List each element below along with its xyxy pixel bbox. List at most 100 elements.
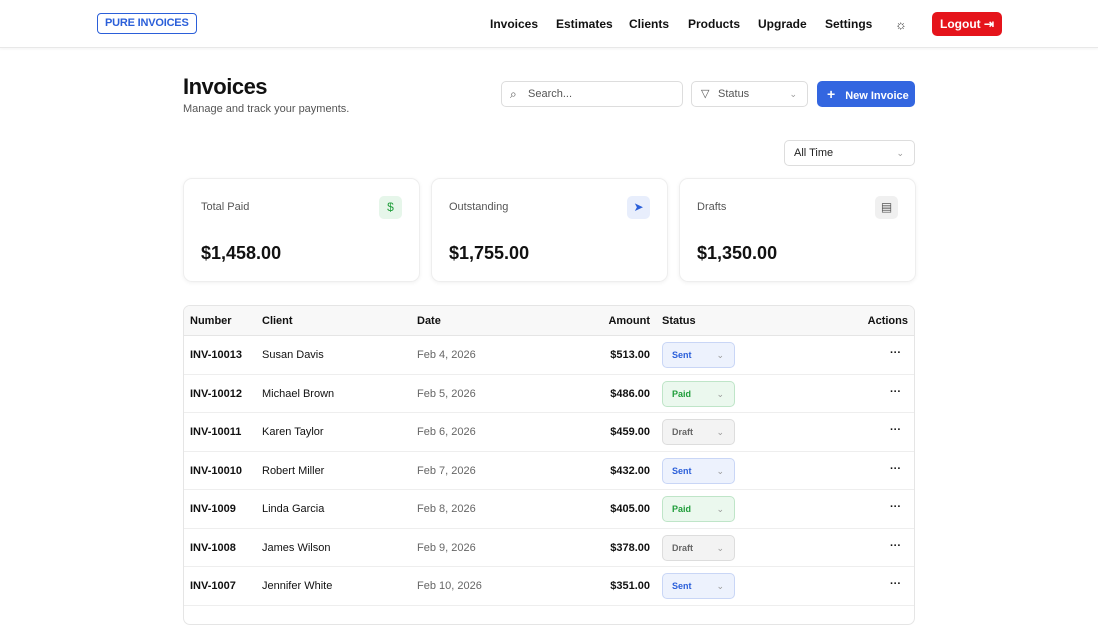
new-invoice-label: New Invoice bbox=[845, 90, 909, 102]
page-subtitle: Manage and track your payments. bbox=[183, 103, 350, 115]
logout-icon: ⇥ bbox=[983, 17, 994, 31]
table-row[interactable]: INV-10010 Robert Miller Feb 7, 2026 $432… bbox=[184, 452, 914, 490]
dollar-icon: $ bbox=[379, 196, 402, 219]
logo[interactable]: PURE INVOICES bbox=[97, 13, 197, 34]
status-select[interactable]: Paid ⌄ bbox=[662, 496, 735, 522]
status-select[interactable]: Paid ⌄ bbox=[662, 380, 735, 407]
status-label: Draft bbox=[672, 427, 694, 437]
more-actions-icon[interactable]: ··· bbox=[890, 385, 901, 398]
invoice-date: Feb 5, 2026 bbox=[417, 387, 476, 400]
period-select[interactable]: All Time ⌄ bbox=[784, 140, 915, 166]
status-select[interactable]: Sent ⌄ bbox=[662, 342, 735, 368]
client-name: Jennifer White bbox=[262, 580, 333, 592]
search-placeholder: Search... bbox=[528, 88, 573, 100]
client-name: Karen Taylor bbox=[262, 426, 324, 438]
invoices-table: Number Client Date Amount Status Actions… bbox=[183, 305, 915, 625]
invoice-number[interactable]: INV-10010 bbox=[190, 464, 242, 477]
invoice-date: Feb 9, 2026 bbox=[417, 541, 476, 554]
invoice-amount: $351.00 bbox=[610, 580, 650, 592]
invoice-number[interactable]: INV-10011 bbox=[190, 426, 242, 438]
more-actions-icon[interactable]: ··· bbox=[890, 501, 901, 513]
stat-value: $1,458.00 bbox=[201, 243, 282, 263]
col-actions: Actions bbox=[867, 315, 908, 327]
search-input[interactable]: ⌕ Search... bbox=[501, 81, 683, 107]
top-nav: PURE INVOICES Invoices Estimates Clients… bbox=[0, 0, 1098, 48]
invoice-amount: $513.00 bbox=[610, 349, 650, 361]
nav-invoices[interactable]: Invoices bbox=[490, 17, 539, 31]
sun-icon[interactable]: ☼ bbox=[895, 17, 907, 32]
page-title: Invoices bbox=[183, 74, 268, 99]
status-label: Paid bbox=[672, 504, 692, 514]
client-name: Robert Miller bbox=[262, 464, 325, 477]
invoice-date: Feb 6, 2026 bbox=[417, 426, 476, 438]
status-label: Sent bbox=[672, 581, 692, 591]
chevron-down-icon: ⌄ bbox=[896, 148, 904, 158]
nav-estimates[interactable]: Estimates bbox=[556, 17, 613, 31]
nav-settings[interactable]: Settings bbox=[825, 17, 873, 31]
invoice-number[interactable]: INV-10012 bbox=[190, 387, 242, 400]
stat-value: $1,350.00 bbox=[697, 243, 778, 263]
invoice-amount: $486.00 bbox=[610, 387, 650, 400]
chevron-down-icon: ⌄ bbox=[716, 465, 724, 476]
chevron-down-icon: ⌄ bbox=[716, 388, 724, 399]
more-actions-icon[interactable]: ··· bbox=[890, 578, 901, 590]
more-actions-icon[interactable]: ··· bbox=[890, 462, 901, 475]
status-label: Sent bbox=[672, 465, 692, 476]
invoice-number[interactable]: INV-1007 bbox=[190, 580, 236, 592]
filter-icon: ▽ bbox=[701, 88, 710, 100]
nav-clients[interactable]: Clients bbox=[629, 17, 670, 31]
stat-value: $1,755.00 bbox=[449, 243, 530, 263]
more-actions-icon[interactable]: ··· bbox=[890, 424, 901, 436]
file-icon: ▤ bbox=[875, 196, 898, 219]
status-select[interactable]: Sent ⌄ bbox=[662, 573, 735, 599]
nav-products[interactable]: Products bbox=[688, 17, 741, 31]
table-row[interactable]: INV-1008 James Wilson Feb 9, 2026 $378.0… bbox=[184, 529, 914, 567]
status-label: Sent bbox=[672, 350, 692, 360]
col-amount: Amount bbox=[608, 315, 650, 327]
client-name: Michael Brown bbox=[262, 387, 335, 400]
new-invoice-button[interactable]: + New Invoice bbox=[817, 81, 915, 107]
client-name: James Wilson bbox=[262, 541, 331, 554]
stat-card: Total Paid $ $1,458.00 bbox=[183, 178, 420, 282]
chevron-down-icon: ⌄ bbox=[716, 542, 724, 553]
status-label: Draft bbox=[672, 542, 694, 553]
invoice-date: Feb 4, 2026 bbox=[417, 349, 476, 361]
invoice-date: Feb 7, 2026 bbox=[417, 464, 476, 477]
client-name: Susan Davis bbox=[262, 349, 324, 361]
logout-label: Logout bbox=[940, 17, 981, 31]
table-row[interactable]: INV-10011 Karen Taylor Feb 6, 2026 $459.… bbox=[184, 413, 914, 452]
chevron-down-icon: ⌄ bbox=[716, 581, 724, 591]
invoice-amount: $459.00 bbox=[610, 426, 650, 438]
status-label: Paid bbox=[672, 388, 692, 399]
logout-button[interactable]: Logout ⇥ bbox=[932, 12, 1002, 36]
invoice-number[interactable]: INV-10013 bbox=[190, 349, 242, 361]
invoice-date: Feb 8, 2026 bbox=[417, 503, 476, 515]
nav-upgrade[interactable]: Upgrade bbox=[758, 17, 807, 31]
send-icon: ➤ bbox=[627, 196, 650, 219]
chevron-down-icon: ⌄ bbox=[716, 427, 724, 437]
table-row[interactable]: INV-10013 Susan Davis Feb 4, 2026 $513.0… bbox=[184, 336, 914, 375]
table-header: Number Client Date Amount Status Actions bbox=[184, 306, 914, 336]
col-status: Status bbox=[662, 315, 696, 327]
more-actions-icon[interactable]: ··· bbox=[890, 347, 901, 359]
stat-label: Outstanding bbox=[449, 201, 509, 213]
status-select[interactable]: Draft ⌄ bbox=[662, 419, 735, 445]
plus-icon: + bbox=[827, 86, 836, 102]
table-row[interactable]: INV-1009 Linda Garcia Feb 8, 2026 $405.0… bbox=[184, 490, 914, 529]
chevron-down-icon: ⌄ bbox=[716, 350, 724, 360]
col-number: Number bbox=[190, 315, 232, 327]
invoice-number[interactable]: INV-1008 bbox=[190, 541, 236, 554]
status-filter[interactable]: ▽ Status ⌄ bbox=[691, 81, 808, 107]
more-actions-icon[interactable]: ··· bbox=[890, 539, 901, 552]
invoice-date: Feb 10, 2026 bbox=[417, 580, 482, 592]
stat-card: Drafts ▤ $1,350.00 bbox=[679, 178, 916, 282]
table-row[interactable]: INV-10012 Michael Brown Feb 5, 2026 $486… bbox=[184, 375, 914, 413]
stat-label: Drafts bbox=[697, 201, 727, 213]
status-select[interactable]: Draft ⌄ bbox=[662, 534, 735, 561]
stat-card: Outstanding ➤ $1,755.00 bbox=[431, 178, 668, 282]
invoice-number[interactable]: INV-1009 bbox=[190, 503, 236, 515]
status-select[interactable]: Sent ⌄ bbox=[662, 457, 735, 484]
col-date: Date bbox=[417, 315, 441, 327]
invoice-amount: $378.00 bbox=[610, 541, 650, 554]
invoice-amount: $432.00 bbox=[610, 464, 650, 477]
